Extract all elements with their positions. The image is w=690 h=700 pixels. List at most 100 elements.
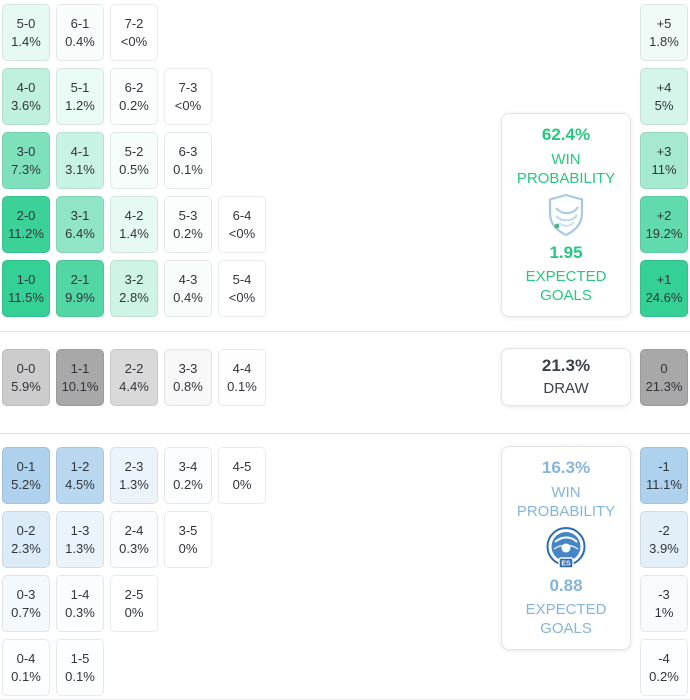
score-row: 0-1 5.2% 1-2 4.5% 2-3 1.3% 3-4 0.2% 4-5 0% -1 11.1% (2, 447, 690, 504)
score-cell: 3-1 6.4% (56, 196, 104, 253)
goal-diff-probability: 11.1% (646, 477, 682, 492)
score-value: 0-3 (16, 587, 36, 602)
score-cell: 2-1 9.9% (56, 260, 104, 317)
score-value: 4-1 (70, 144, 90, 159)
score-cell: 7-2 <0% (110, 4, 158, 61)
score-cell: 1-0 11.5% (2, 260, 50, 317)
score-probability: <0% (228, 226, 256, 241)
score-probability: 2.3% (11, 541, 41, 556)
goal-diff-value: +1 (656, 272, 672, 287)
score-probability: 9.9% (65, 290, 95, 305)
score-probability: 4.5% (65, 477, 95, 492)
score-probability: 0.4% (173, 290, 203, 305)
home-win-probability-label: WIN PROBABILITY (516, 150, 616, 187)
score-value: 1-1 (70, 361, 90, 376)
score-value: 4-3 (178, 272, 198, 287)
goal-diff-probability: 5% (654, 98, 674, 113)
goal-diff-value: -1 (658, 459, 670, 474)
score-value: 2-3 (124, 459, 144, 474)
score-value: 0-1 (16, 459, 36, 474)
score-cell: 2-5 0% (110, 575, 158, 632)
score-probability: 1.3% (119, 477, 149, 492)
score-row: 2-0 11.2% 3-1 6.4% 4-2 1.4% 5-3 0.2% 6-4 <0% +2 19.… (2, 196, 690, 253)
goal-diff-probability: 11% (651, 162, 677, 177)
score-value: 0-2 (16, 523, 36, 538)
score-cell: 6-1 0.4% (56, 4, 104, 61)
score-row: 0-2 2.3% 1-3 1.3% 2-4 0.3% 3-5 0% -2 3.9% (2, 511, 690, 568)
score-value: 0-4 (16, 651, 36, 666)
score-cell: 6-2 0.2% (110, 68, 158, 125)
score-probability: 1.3% (65, 541, 95, 556)
score-value: 3-0 (16, 144, 36, 159)
score-value: 2-1 (70, 272, 90, 287)
score-cell: 6-4 <0% (218, 196, 266, 253)
score-probability: 3.6% (11, 98, 41, 113)
score-value: 5-0 (16, 16, 36, 31)
score-value: 3-4 (178, 459, 198, 474)
score-value: 5-4 (232, 272, 252, 287)
draw-card: 21.3% DRAW (501, 348, 631, 406)
score-value: 4-2 (124, 208, 144, 223)
goal-diff-probability: 1.8% (649, 34, 679, 49)
score-value: 7-3 (178, 80, 198, 95)
score-probability: 0% (178, 541, 198, 556)
score-value: 1-5 (70, 651, 90, 666)
goal-diff-probability: 21.3% (645, 379, 683, 394)
score-probability: 10.1% (61, 379, 99, 394)
home-expected-goals-label: EXPECTED GOALS (525, 268, 607, 304)
goal-diff-value: +4 (656, 80, 672, 95)
score-probability: 0.2% (119, 98, 149, 113)
score-probability: 11.2% (8, 226, 44, 241)
score-probability: 1.4% (119, 226, 149, 241)
score-probability: 0.1% (173, 162, 203, 177)
score-row: 0-0 5.9% 1-1 10.1% 2-2 4.4% 3-3 0.8% 4-4 0.1% 0 21.… (2, 349, 690, 406)
goal-diff-cell: -3 1% (640, 575, 688, 632)
goal-diff-cell: +2 19.2% (640, 196, 688, 253)
home-win-section: 5-0 1.4% 6-1 0.4% 7-2 <0% +5 1.8% 4-0 3.6% 5-1 1.2%… (0, 0, 690, 331)
score-probability: 0.3% (119, 541, 149, 556)
score-cell: 5-3 0.2% (164, 196, 212, 253)
score-cell: 5-4 <0% (218, 260, 266, 317)
home-win-probability: 62.4% (541, 125, 591, 144)
score-probability: 3.1% (65, 162, 95, 177)
score-cell: 5-1 1.2% (56, 68, 104, 125)
score-row: 3-0 7.3% 4-1 3.1% 5-2 0.5% 6-3 0.1% +3 11% (2, 132, 690, 189)
score-cell: 1-1 10.1% (56, 349, 104, 406)
score-cell: 4-4 0.1% (218, 349, 266, 406)
goal-diff-probability: 1% (654, 605, 674, 620)
score-value: 6-2 (124, 80, 144, 95)
home-score-grid: 5-0 1.4% 6-1 0.4% 7-2 <0% +5 1.8% 4-0 3.6% 5-1 1.2%… (2, 4, 690, 317)
score-cell: 5-0 1.4% (2, 4, 50, 61)
score-cell: 6-3 0.1% (164, 132, 212, 189)
away-expected-goals-label: EXPECTED GOALS (525, 601, 607, 637)
score-value: 1-2 (70, 459, 90, 474)
score-cell: 4-3 0.4% (164, 260, 212, 317)
goal-diff-cell: -2 3.9% (640, 511, 688, 568)
score-cell: 1-2 4.5% (56, 447, 104, 504)
score-probability: 2.8% (119, 290, 149, 305)
score-cell: 0-4 0.1% (2, 639, 50, 696)
score-value: 6-3 (178, 144, 198, 159)
score-probability: <0% (120, 34, 148, 49)
score-value: 2-4 (124, 523, 144, 538)
score-cell: 3-4 0.2% (164, 447, 212, 504)
draw-label: DRAW (543, 380, 589, 397)
score-probability: 6.4% (65, 226, 95, 241)
score-value: 3-1 (70, 208, 90, 223)
score-cell: 1-5 0.1% (56, 639, 104, 696)
home-expected-goals: 1.95 (549, 242, 583, 262)
away-expected-goals: 0.88 (549, 575, 583, 595)
score-cell: 4-2 1.4% (110, 196, 158, 253)
away-win-probability: 16.3% (541, 458, 591, 477)
score-probability: 4.4% (119, 379, 149, 394)
score-cell: 4-1 3.1% (56, 132, 104, 189)
score-probability: 1.4% (11, 34, 41, 49)
goal-diff-value: 0 (660, 361, 668, 376)
score-value: 0-0 (16, 361, 36, 376)
score-value: 7-2 (124, 16, 144, 31)
goal-diff-value: +2 (656, 208, 672, 223)
score-value: 2-5 (124, 587, 144, 602)
score-probability: 0.1% (65, 669, 95, 684)
score-probability: 0.1% (227, 379, 257, 394)
draw-probability: 21.3% (541, 356, 591, 375)
